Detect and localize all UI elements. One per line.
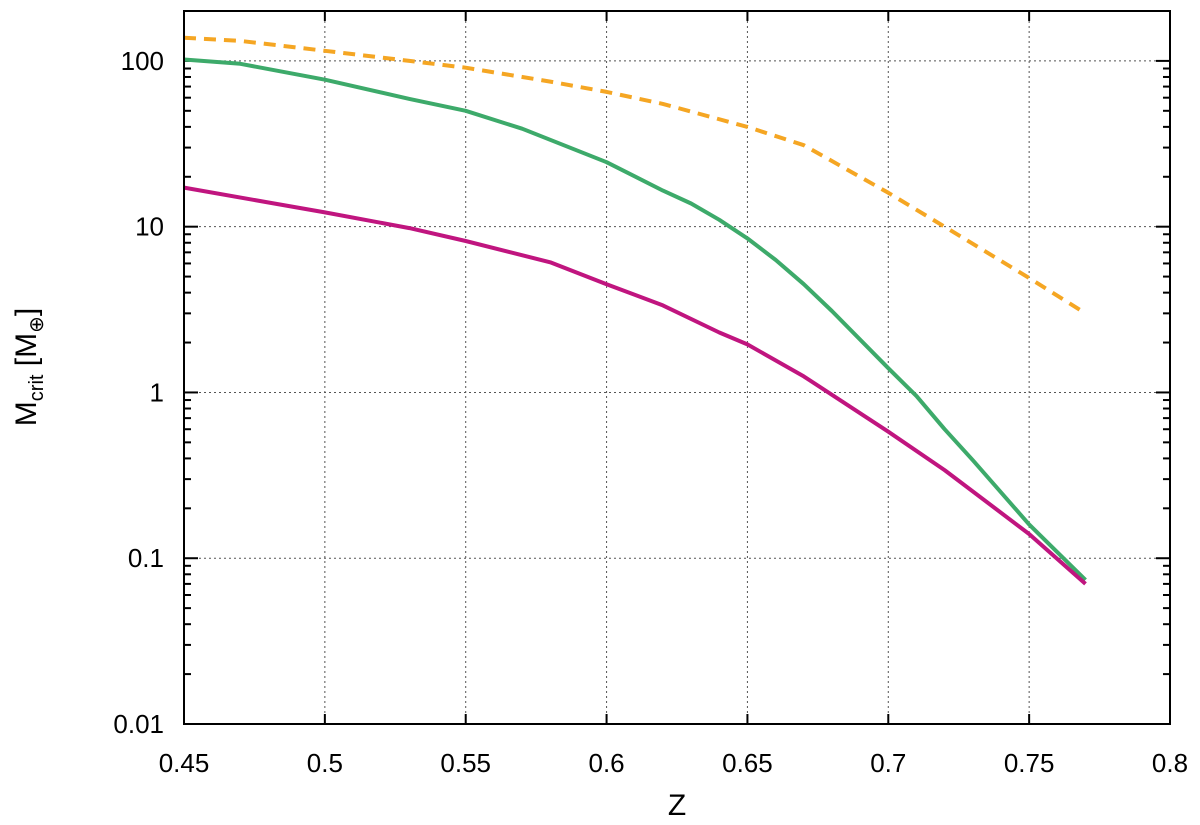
y-axis-label-unit-subscript: ⊕ xyxy=(26,316,48,333)
x-tick-label: 0.8 xyxy=(1152,748,1188,778)
x-tick-label: 0.45 xyxy=(159,748,210,778)
x-tick-label: 0.55 xyxy=(440,748,491,778)
y-axis-label: Mcrit [M⊕] xyxy=(10,308,48,426)
y-tick-labels: 0.01 0.1 1 10 100 xyxy=(113,46,164,739)
x-tick-label: 0.75 xyxy=(1004,748,1055,778)
y-tick-label: 100 xyxy=(121,46,164,76)
y-tick-label: 10 xyxy=(135,212,164,242)
tick-marks xyxy=(183,11,1171,725)
series-line-1 xyxy=(183,35,1087,316)
y-tick-label: 0.01 xyxy=(113,709,164,739)
x-axis-label: Z xyxy=(668,789,686,822)
x-tick-label: 0.7 xyxy=(870,748,906,778)
plot-frame xyxy=(183,10,1171,725)
x-tick-label: 0.65 xyxy=(722,748,773,778)
y-axis-label-unit-close: ] xyxy=(10,308,43,316)
y-axis-label-unit-open: [M xyxy=(10,333,43,375)
x-tick-labels: 0.45 0.5 0.55 0.6 0.65 0.7 0.75 0.8 xyxy=(159,748,1188,778)
series-line-2 xyxy=(183,57,1087,582)
y-tick-label: 1 xyxy=(150,377,164,407)
x-tick-label: 0.5 xyxy=(307,748,343,778)
series-lines xyxy=(183,35,1087,586)
x-tick-label: 0.6 xyxy=(588,748,624,778)
y-tick-label: 0.1 xyxy=(128,543,164,573)
grid xyxy=(184,11,1170,724)
y-axis-label-subscript: crit xyxy=(26,374,48,401)
y-axis-label-main: M xyxy=(10,401,43,426)
series-line-3 xyxy=(183,185,1087,586)
